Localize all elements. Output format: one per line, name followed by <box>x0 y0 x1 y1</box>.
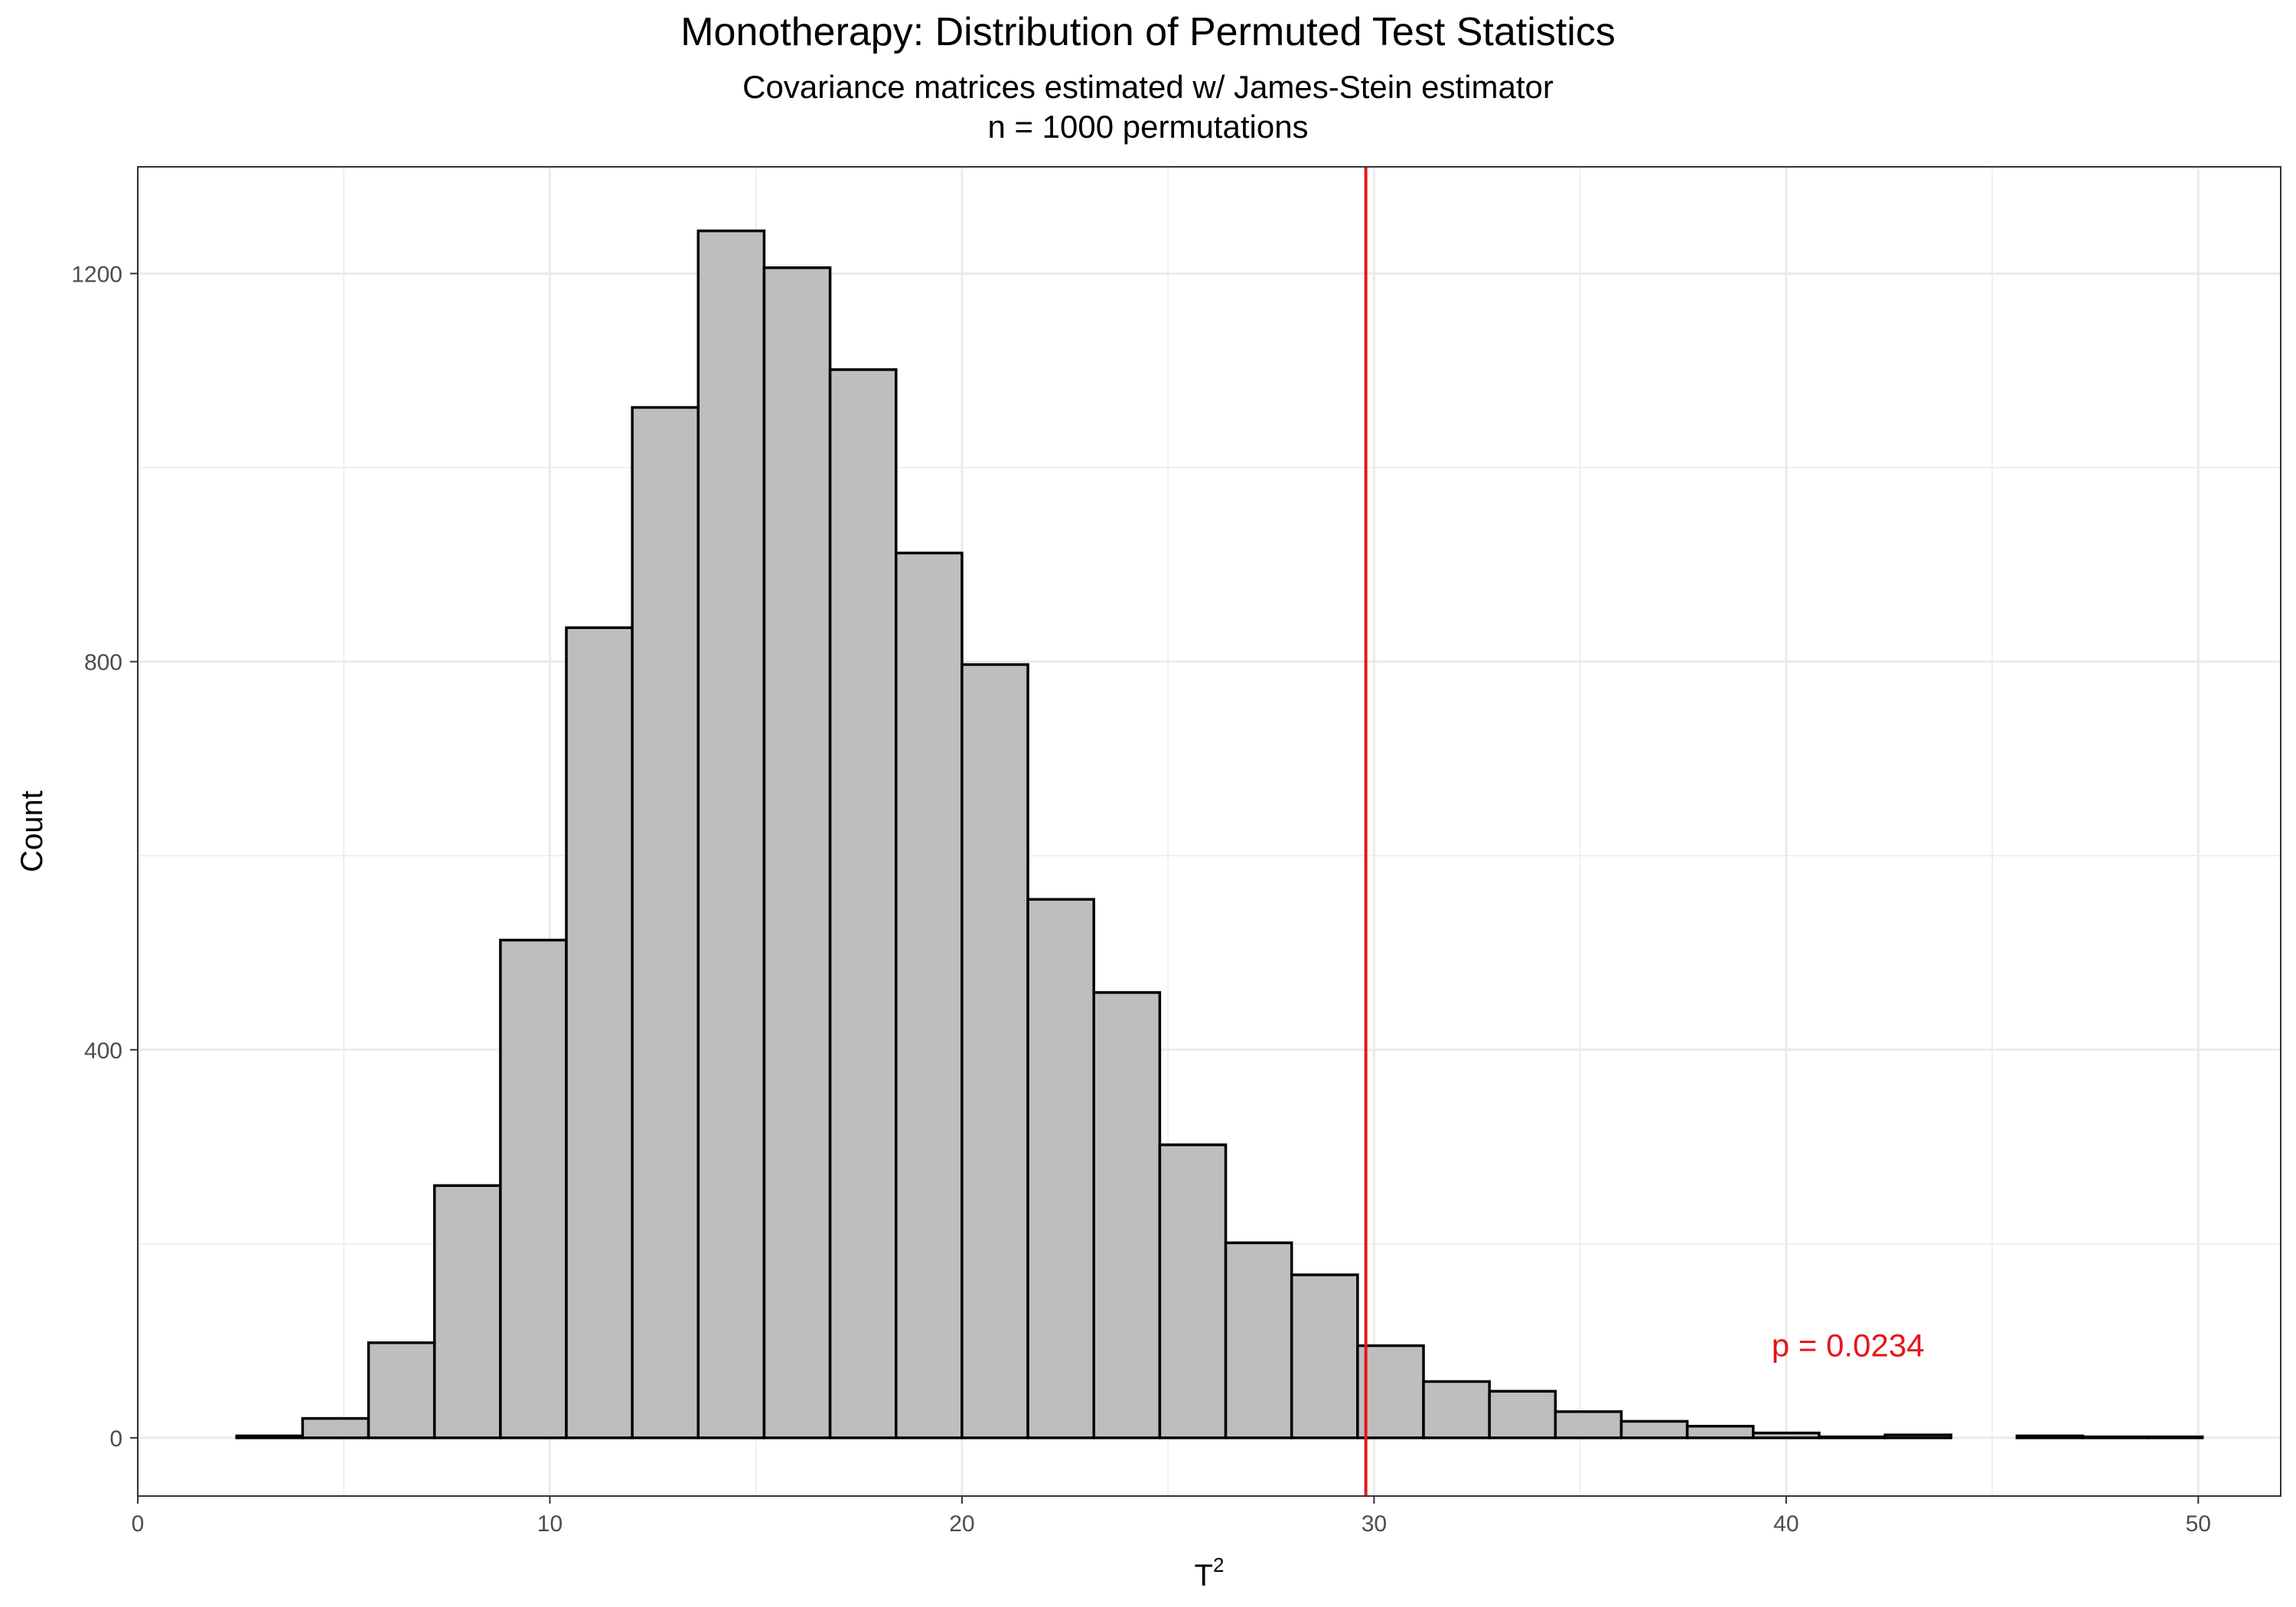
histogram-bar <box>1224 1241 1293 1439</box>
histogram-bar <box>1158 1143 1228 1439</box>
x-tick-label: 10 <box>537 1511 563 1537</box>
x-axis-title-superscript: 2 <box>1213 1553 1224 1576</box>
x-tick-label: 40 <box>1773 1511 1799 1537</box>
histogram-bar <box>960 663 1029 1439</box>
histogram-bar <box>432 1184 502 1439</box>
chart-subtitle-line-1: Covariance matrices estimated w/ James-S… <box>742 69 1554 105</box>
y-tick-label: 0 <box>109 1426 122 1452</box>
y-tick-label: 1200 <box>71 262 122 287</box>
histogram-bar <box>1092 991 1162 1439</box>
x-tick-label: 20 <box>949 1511 974 1537</box>
histogram-bar <box>1619 1420 1689 1439</box>
chart-subtitle-line-2: n = 1000 permutations <box>987 109 1309 145</box>
histogram-bar <box>895 551 964 1439</box>
x-axis-title: T2 <box>1195 1553 1225 1592</box>
p-value-annotation: p = 0.0234 <box>1772 1327 1925 1363</box>
y-axis-title: Count <box>15 790 49 872</box>
histogram-bar <box>301 1416 370 1439</box>
histogram-bar <box>1685 1424 1755 1439</box>
histogram-bar <box>235 1434 305 1439</box>
histogram-bar <box>1026 898 1095 1439</box>
histogram-bar <box>1290 1273 1359 1439</box>
panel-border <box>137 166 2281 1497</box>
histogram-bar <box>828 368 898 1439</box>
histogram-bars <box>235 229 2204 1439</box>
histogram-bar <box>762 266 832 1439</box>
axes: 0 10 20 30 40 50 0 400 800 1200 <box>71 262 2211 1537</box>
histogram-bar <box>565 626 634 1439</box>
y-tick-label: 800 <box>84 650 122 676</box>
chart-title: Monotherapy: Distribution of Permuted Te… <box>680 10 1616 54</box>
x-tick-label: 0 <box>132 1511 145 1537</box>
histogram-bar <box>1554 1410 1623 1439</box>
histogram-bar <box>1883 1433 1952 1439</box>
histogram-bar <box>1818 1435 1887 1439</box>
x-axis-title-main: T <box>1195 1559 1213 1592</box>
histogram-bar <box>1752 1431 1821 1439</box>
histogram-bar <box>1422 1380 1491 1439</box>
histogram-bar <box>631 406 700 1439</box>
x-tick-label: 50 <box>2186 1511 2211 1537</box>
y-tick-label: 400 <box>84 1038 122 1064</box>
x-tick-label: 30 <box>1362 1511 1387 1537</box>
histogram-bar <box>2147 1435 2204 1439</box>
histogram-bar <box>2081 1435 2151 1439</box>
histogram-bar <box>367 1341 436 1439</box>
histogram-bar <box>696 229 766 1439</box>
histogram-bar <box>2015 1434 2085 1439</box>
histogram-bar <box>1356 1344 1425 1439</box>
histogram-bar <box>1488 1390 1557 1439</box>
histogram-bar <box>499 938 568 1439</box>
